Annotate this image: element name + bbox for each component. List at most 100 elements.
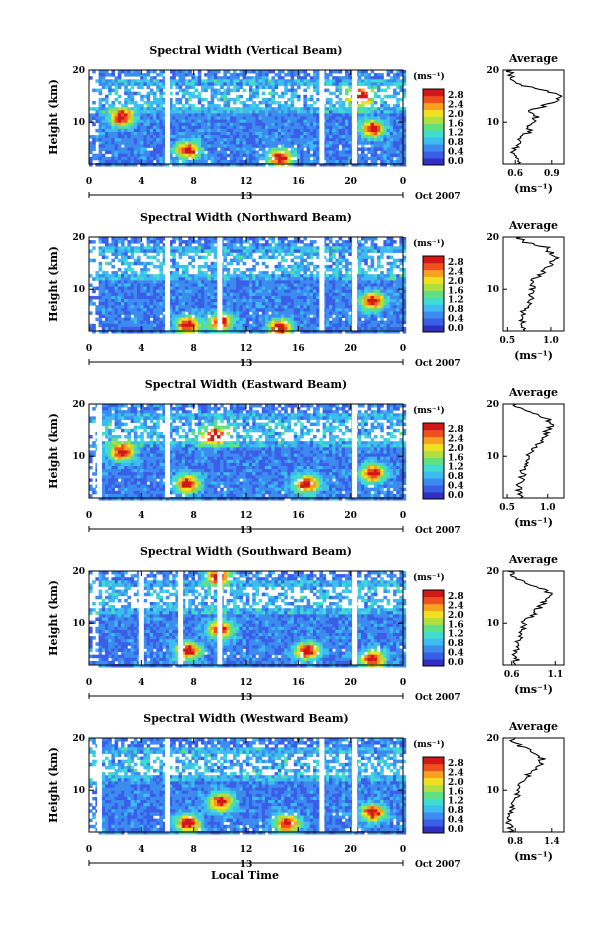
heatmap-cell bbox=[101, 159, 106, 164]
heatmap-cell bbox=[361, 274, 365, 278]
heatmap-cell bbox=[188, 302, 192, 306]
heatmap-cell bbox=[239, 122, 243, 127]
heatmap-cell bbox=[204, 110, 208, 114]
heatmap-cell bbox=[117, 302, 122, 306]
heatmap-cell bbox=[117, 268, 122, 272]
heatmap-cell bbox=[130, 295, 135, 300]
heatmap-cell bbox=[389, 280, 394, 284]
heatmap-cell bbox=[373, 132, 378, 136]
heatmap-cell bbox=[396, 79, 400, 83]
heatmap-cell bbox=[242, 135, 247, 139]
heatmap-cell bbox=[316, 286, 320, 291]
heatmap-cell bbox=[383, 240, 387, 244]
heatmap-cell bbox=[146, 240, 151, 244]
heatmap-cell bbox=[236, 73, 240, 77]
heatmap-cell bbox=[89, 76, 93, 80]
heatmap-cell bbox=[329, 135, 333, 139]
heatmap-cell bbox=[197, 280, 202, 284]
heatmap-cell bbox=[114, 305, 119, 309]
heatmap-cell bbox=[252, 113, 256, 117]
heatmap-cell bbox=[313, 125, 317, 130]
heatmap-cell bbox=[281, 280, 285, 284]
heatmap-cell bbox=[169, 264, 173, 269]
heatmap-cell bbox=[124, 299, 128, 303]
heatmap-cell bbox=[249, 308, 253, 312]
heatmap-cell bbox=[172, 132, 176, 136]
heatmap-cell bbox=[89, 299, 93, 303]
heatmap-cell bbox=[156, 264, 160, 269]
heatmap-cell bbox=[124, 82, 128, 86]
heatmap-cell bbox=[274, 305, 279, 309]
heatmap-cell bbox=[245, 292, 250, 297]
heatmap-cell bbox=[133, 308, 138, 312]
heatmap-cell bbox=[121, 295, 125, 300]
heatmap-cell bbox=[383, 295, 387, 300]
heatmap-cell bbox=[370, 277, 375, 281]
heatmap-cell bbox=[258, 147, 263, 151]
heatmap-cell bbox=[239, 302, 243, 306]
heatmap-cell bbox=[223, 113, 227, 117]
heatmap-cell bbox=[108, 159, 112, 164]
heatmap-cell bbox=[236, 249, 240, 253]
heatmap-cell bbox=[345, 292, 349, 297]
heatmap-cell bbox=[188, 122, 192, 127]
heatmap-cell bbox=[322, 104, 327, 108]
heatmap-cell bbox=[194, 246, 199, 250]
heatmap-cell bbox=[252, 308, 256, 312]
heatmap-cell bbox=[105, 163, 109, 167]
heatmap-cell bbox=[345, 156, 349, 161]
heatmap-cell bbox=[111, 320, 115, 325]
heatmap-cell bbox=[117, 153, 122, 158]
heatmap-cell bbox=[252, 277, 256, 281]
heatmap-cell bbox=[338, 113, 343, 117]
heatmap-cell bbox=[293, 305, 298, 309]
heatmap-cell bbox=[396, 292, 400, 297]
heatmap-cell bbox=[153, 246, 157, 250]
heatmap-cell bbox=[300, 150, 304, 155]
heatmap-cell bbox=[348, 116, 352, 120]
heatmap-cell bbox=[121, 249, 125, 253]
heatmap-cell bbox=[293, 243, 298, 247]
heatmap-cell bbox=[306, 311, 311, 315]
heatmap-cell bbox=[249, 125, 253, 130]
heatmap-cell bbox=[153, 147, 157, 151]
heatmap-cell bbox=[233, 153, 237, 158]
heatmap-cell bbox=[111, 132, 115, 136]
heatmap-cell bbox=[402, 240, 407, 244]
heatmap-cell bbox=[345, 243, 349, 247]
heatmap-cell bbox=[207, 299, 211, 303]
heatmap-cell bbox=[348, 82, 352, 86]
heatmap-cell bbox=[130, 163, 135, 167]
heatmap-cell bbox=[316, 138, 320, 142]
heatmap-cell bbox=[268, 305, 272, 309]
heatmap-cell bbox=[300, 302, 304, 306]
heatmap-cell bbox=[108, 91, 112, 96]
heatmap-cell bbox=[114, 163, 119, 167]
heatmap-cell bbox=[236, 76, 240, 80]
heatmap-cell bbox=[223, 73, 227, 77]
heatmap-cell bbox=[316, 299, 320, 303]
heatmap-cell bbox=[386, 280, 391, 284]
heatmap-cell bbox=[191, 141, 195, 145]
heatmap-cell bbox=[111, 240, 115, 244]
heatmap-cell bbox=[226, 104, 231, 108]
heatmap-cell bbox=[322, 314, 327, 318]
heatmap-cell bbox=[181, 314, 186, 318]
heatmap-cell bbox=[265, 280, 269, 284]
heatmap-cell bbox=[117, 317, 122, 322]
heatmap-cell bbox=[393, 159, 397, 164]
heatmap-cell bbox=[380, 271, 384, 275]
heatmap-cell bbox=[303, 280, 307, 284]
heatmap-cell bbox=[383, 311, 387, 315]
heatmap-cell bbox=[367, 101, 371, 105]
heatmap-cell bbox=[245, 116, 250, 120]
heatmap-cell bbox=[402, 283, 407, 287]
heatmap-cell bbox=[159, 116, 163, 120]
heatmap-cell bbox=[287, 295, 291, 300]
heatmap-cell bbox=[277, 264, 282, 269]
heatmap-cell bbox=[98, 277, 103, 281]
heatmap-cell bbox=[191, 116, 195, 120]
heatmap-cell bbox=[108, 138, 112, 142]
heatmap-cell bbox=[149, 305, 154, 309]
heatmap-cell bbox=[332, 104, 336, 108]
